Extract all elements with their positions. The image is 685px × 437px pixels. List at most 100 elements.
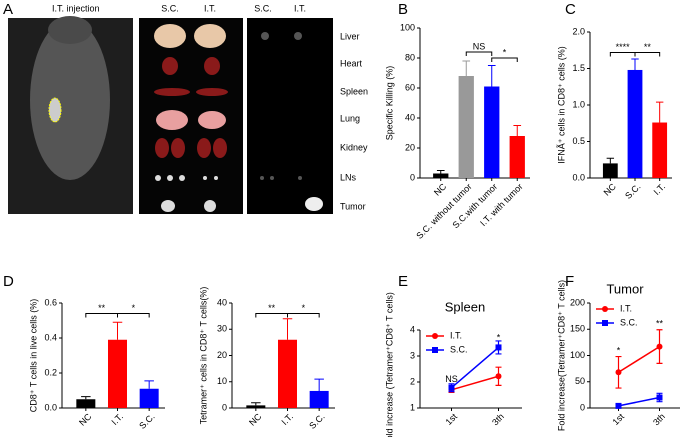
significance-label: * bbox=[302, 303, 306, 313]
x-tick-label: 1st bbox=[610, 411, 626, 427]
y-tick-label: 10 bbox=[217, 376, 227, 386]
lungs bbox=[156, 110, 226, 130]
y-tick-label: 100 bbox=[570, 350, 585, 360]
error-bar bbox=[631, 58, 639, 70]
y-tick-label: 4 bbox=[410, 324, 415, 334]
panel-letter: F bbox=[565, 273, 574, 290]
series-line bbox=[451, 375, 499, 391]
bar bbox=[246, 405, 266, 408]
y-tick-label: 0.0 bbox=[44, 402, 57, 412]
y-tick-label: 0.2 bbox=[44, 367, 57, 377]
error-bar bbox=[655, 101, 664, 123]
bar bbox=[627, 69, 643, 178]
marker bbox=[615, 402, 622, 409]
x-tick-label: I.T. bbox=[279, 411, 295, 427]
y-tick-label: 0.5 bbox=[572, 136, 585, 146]
y-axis-label: Fold increase(Tetramer⁺CD8⁺ T cells) bbox=[556, 280, 566, 431]
significance-bracket bbox=[465, 51, 493, 56]
error-bar bbox=[436, 170, 445, 174]
y-tick-label: 150 bbox=[570, 324, 585, 334]
marker bbox=[615, 369, 622, 376]
y-tick-label: 20 bbox=[405, 142, 415, 152]
significance-label: ** bbox=[656, 318, 664, 328]
organ-label: Kidney bbox=[340, 142, 368, 152]
y-tick-label: 2 bbox=[410, 376, 415, 386]
photo-title: I.T. injection bbox=[52, 3, 100, 13]
significance-label: ** bbox=[98, 303, 106, 313]
panel-letter: E bbox=[398, 273, 408, 290]
significance-label: ** bbox=[268, 303, 276, 313]
organ-label: Liver bbox=[340, 31, 360, 41]
marker bbox=[495, 373, 502, 380]
error-bar bbox=[112, 321, 123, 340]
y-tick-label: 0.0 bbox=[572, 172, 585, 182]
legend-marker bbox=[602, 306, 608, 312]
bar bbox=[278, 339, 297, 408]
legend-label: S.C. bbox=[450, 344, 468, 354]
organ-label: Lung bbox=[340, 113, 360, 123]
legend-label: I.T. bbox=[620, 303, 632, 313]
x-tick-label: NC bbox=[247, 411, 264, 428]
y-axis-label: Fold increase (Tetramer⁺CD8⁺ T cells) bbox=[384, 292, 394, 437]
series-line bbox=[451, 346, 499, 389]
bar bbox=[108, 339, 127, 408]
significance-bracket bbox=[287, 313, 320, 318]
y-tick-label: 0.4 bbox=[44, 332, 57, 342]
marker bbox=[656, 394, 663, 401]
y-tick-label: 60 bbox=[405, 82, 415, 92]
organ-label: LNs bbox=[340, 172, 357, 182]
series-line bbox=[618, 396, 660, 407]
error-bar bbox=[144, 380, 154, 389]
marker bbox=[495, 344, 502, 351]
x-tick-label: NC bbox=[602, 181, 619, 198]
bar bbox=[433, 173, 449, 178]
y-axis-label: Tetramer⁺ cells in CD8⁺ T cells(%) bbox=[198, 287, 208, 425]
bar bbox=[458, 76, 474, 178]
error-bar bbox=[513, 125, 522, 136]
x-tick-label: S.C. bbox=[137, 411, 156, 430]
organ-label: Spleen bbox=[340, 86, 368, 96]
marker bbox=[448, 384, 455, 391]
significance-label: * bbox=[497, 333, 501, 343]
y-axis-label: CD8⁺ T cells in live cells (%) bbox=[28, 299, 38, 412]
x-tick-label: 1st bbox=[443, 411, 459, 427]
error-bar bbox=[282, 318, 293, 340]
significance-label: * bbox=[503, 47, 507, 57]
chart-title: Tumor bbox=[606, 281, 644, 296]
x-tick-label: NC bbox=[432, 181, 449, 198]
organ-label: Tumor bbox=[340, 201, 366, 211]
y-tick-label: 200 bbox=[570, 297, 585, 307]
mouse-head bbox=[48, 16, 92, 44]
bar bbox=[76, 399, 96, 408]
y-tick-label: 40 bbox=[217, 297, 227, 307]
legend-label: I.T. bbox=[450, 330, 462, 340]
significance-label: * bbox=[132, 303, 136, 313]
y-tick-label: 0.6 bbox=[44, 297, 57, 307]
y-tick-label: 2.0 bbox=[572, 26, 585, 36]
column-label: S.C. bbox=[254, 3, 272, 13]
y-tick-label: 1.5 bbox=[572, 63, 585, 73]
y-tick-label: 80 bbox=[405, 52, 415, 62]
bar bbox=[652, 122, 668, 178]
x-tick-label: S.C. bbox=[623, 181, 642, 200]
bar bbox=[484, 86, 500, 178]
error-bar bbox=[487, 65, 496, 87]
panel-letter: A bbox=[3, 1, 13, 18]
column-label: S.C. bbox=[161, 3, 179, 13]
bar bbox=[139, 388, 159, 408]
organs-red bbox=[154, 57, 228, 158]
y-tick-label: 20 bbox=[217, 350, 227, 360]
significance-bracket bbox=[117, 313, 150, 318]
panel-letter: D bbox=[3, 273, 14, 290]
y-tick-label: 3 bbox=[410, 350, 415, 360]
column-label: I.T. bbox=[294, 3, 306, 13]
legend-marker bbox=[432, 347, 438, 353]
error-bar bbox=[462, 60, 471, 76]
bar bbox=[509, 136, 525, 178]
x-tick-label: 3th bbox=[490, 411, 506, 427]
photo-fluorescence bbox=[247, 18, 333, 214]
panel-letter: C bbox=[565, 1, 576, 18]
series-line bbox=[618, 345, 660, 373]
